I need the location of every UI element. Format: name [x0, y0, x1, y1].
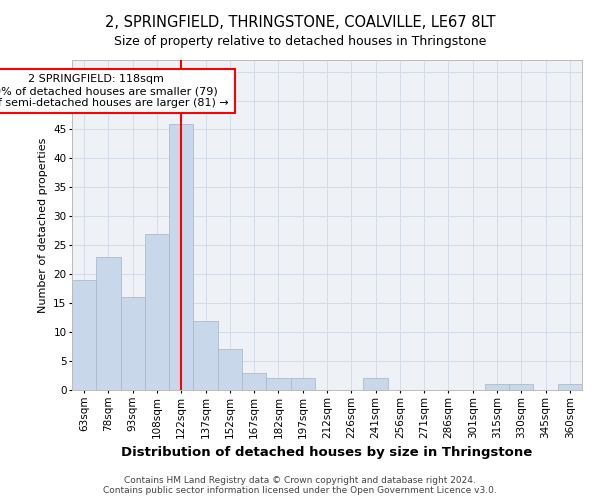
Bar: [509, 384, 533, 390]
Bar: [169, 124, 193, 390]
Bar: [242, 372, 266, 390]
Bar: [218, 350, 242, 390]
Bar: [72, 280, 96, 390]
Bar: [485, 384, 509, 390]
Text: Size of property relative to detached houses in Thringstone: Size of property relative to detached ho…: [114, 35, 486, 48]
Bar: [266, 378, 290, 390]
Text: 2, SPRINGFIELD, THRINGSTONE, COALVILLE, LE67 8LT: 2, SPRINGFIELD, THRINGSTONE, COALVILLE, …: [105, 15, 495, 30]
Bar: [145, 234, 169, 390]
Bar: [121, 298, 145, 390]
Bar: [193, 320, 218, 390]
Text: Contains HM Land Registry data © Crown copyright and database right 2024.
Contai: Contains HM Land Registry data © Crown c…: [103, 476, 497, 495]
Bar: [96, 257, 121, 390]
X-axis label: Distribution of detached houses by size in Thringstone: Distribution of detached houses by size …: [121, 446, 533, 459]
Bar: [558, 384, 582, 390]
Bar: [290, 378, 315, 390]
Bar: [364, 378, 388, 390]
Text: 2 SPRINGFIELD: 118sqm
← 49% of detached houses are smaller (79)
51% of semi-deta: 2 SPRINGFIELD: 118sqm ← 49% of detached …: [0, 74, 229, 108]
Y-axis label: Number of detached properties: Number of detached properties: [38, 138, 47, 312]
